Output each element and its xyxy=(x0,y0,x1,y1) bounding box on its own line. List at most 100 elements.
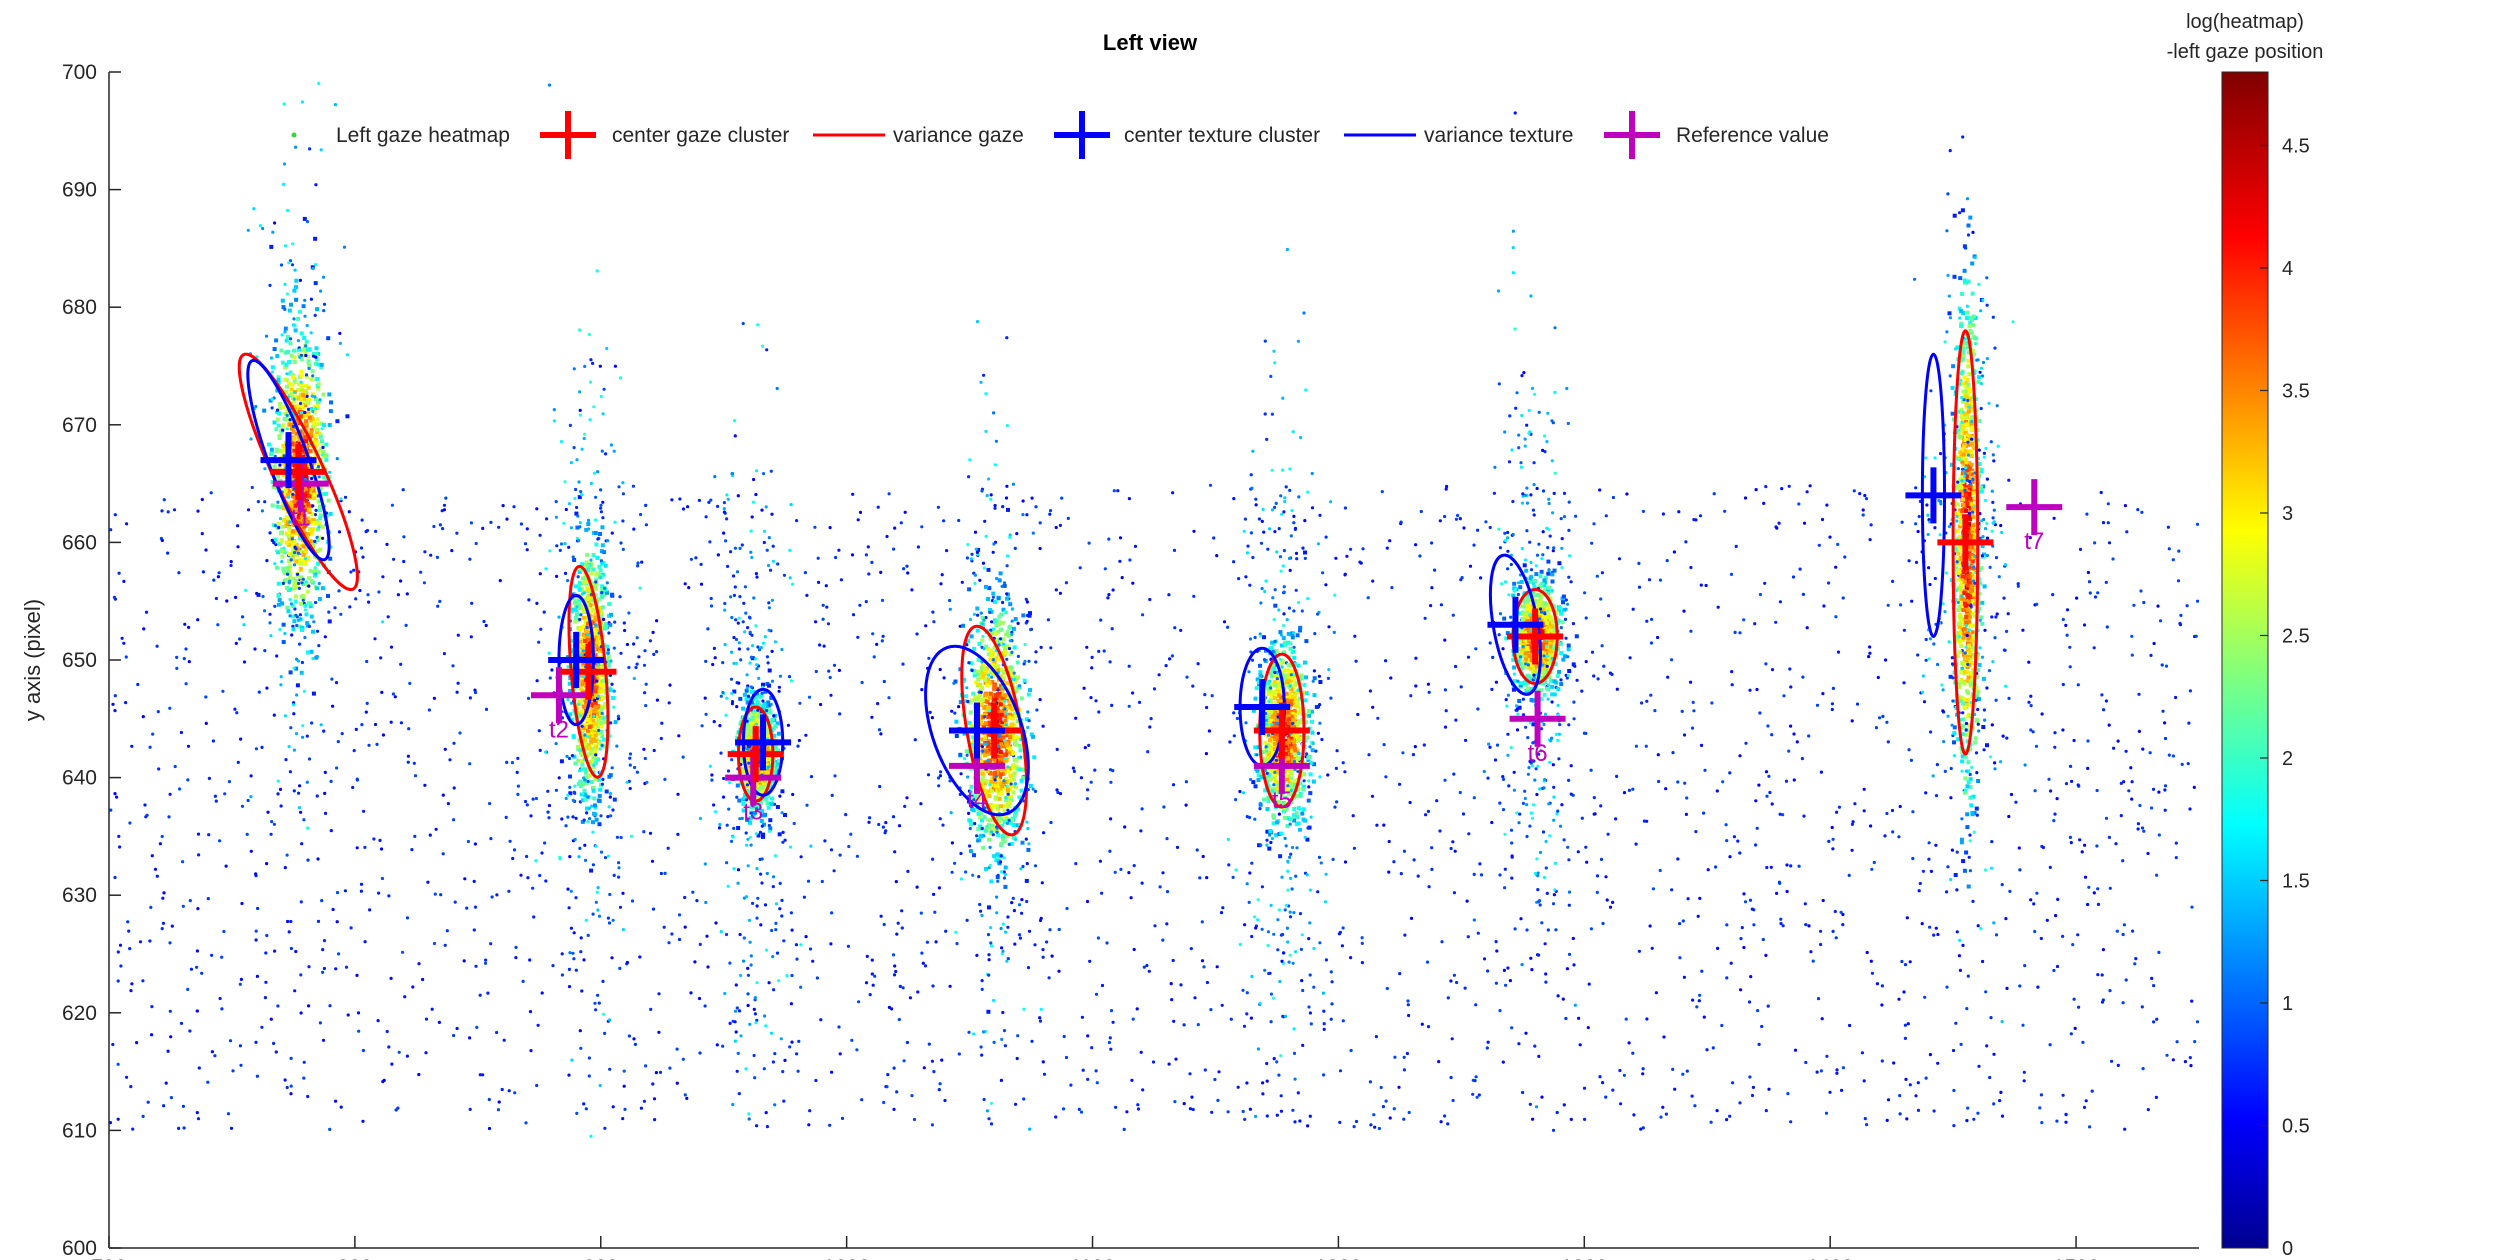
gaze-point xyxy=(937,784,941,788)
heatmap-cell xyxy=(597,673,602,678)
gaze-point xyxy=(361,555,365,559)
gaze-point xyxy=(1650,946,1654,950)
gaze-point xyxy=(113,709,117,713)
heatmap-cell xyxy=(741,801,746,806)
gaze-point xyxy=(1801,675,1805,679)
gaze-point xyxy=(531,797,535,801)
gaze-point xyxy=(2040,1121,2044,1125)
gaze-point xyxy=(1767,774,1771,778)
gaze-point xyxy=(1360,936,1364,940)
gaze-point xyxy=(472,879,476,884)
gaze-point xyxy=(1748,688,1752,692)
gaze-point xyxy=(1451,613,1455,617)
gaze-point xyxy=(1106,596,1110,600)
gaze-point xyxy=(441,527,445,531)
gaze-point xyxy=(279,263,284,267)
gaze-point xyxy=(1069,1083,1073,1087)
gaze-point xyxy=(1994,933,1999,937)
gaze-point xyxy=(306,407,311,411)
gaze-point xyxy=(1288,568,1292,573)
gaze-point xyxy=(1730,670,1734,674)
heatmap-cell xyxy=(589,739,594,744)
gaze-point xyxy=(1443,725,1448,729)
gaze-point xyxy=(1033,864,1038,868)
gaze-point xyxy=(1641,509,1645,513)
gaze-point xyxy=(1766,1004,1770,1008)
heatmap-cell xyxy=(589,565,594,570)
gaze-point xyxy=(933,910,937,914)
gaze-point xyxy=(317,581,321,586)
gaze-point xyxy=(214,596,218,601)
gaze-point xyxy=(937,886,942,890)
gaze-point xyxy=(1331,857,1335,862)
gaze-point xyxy=(297,581,301,586)
gaze-point xyxy=(1689,565,1693,570)
gaze-point xyxy=(1927,857,1931,861)
gaze-point xyxy=(1816,997,1821,1001)
heatmap-cell xyxy=(326,498,331,503)
gaze-point xyxy=(851,613,856,617)
gaze-point xyxy=(1916,1108,1921,1112)
gaze-point xyxy=(2083,875,2088,879)
gaze-point xyxy=(595,890,599,895)
gaze-point xyxy=(609,659,613,663)
gaze-point xyxy=(1172,548,1177,553)
gaze-point xyxy=(359,889,363,893)
heatmap-cell xyxy=(284,540,289,545)
gaze-point xyxy=(1645,619,1649,623)
heatmap-cell xyxy=(596,757,600,762)
gaze-point xyxy=(1868,651,1872,655)
gaze-point xyxy=(1618,1068,1622,1073)
gaze-point xyxy=(781,1070,785,1074)
gaze-point xyxy=(2137,692,2141,696)
heatmap-cell xyxy=(577,643,582,648)
gaze-point xyxy=(910,588,914,592)
gaze-point xyxy=(1525,834,1529,839)
gaze-point xyxy=(289,602,293,606)
heatmap-cell xyxy=(317,535,322,540)
gaze-point xyxy=(1740,926,1744,930)
gaze-point xyxy=(2193,1040,2197,1044)
gaze-point xyxy=(2069,841,2073,845)
gaze-point xyxy=(829,942,833,946)
gaze-point xyxy=(155,874,159,878)
gaze-point xyxy=(572,957,576,961)
gaze-point xyxy=(1862,1079,1866,1083)
gaze-point xyxy=(587,806,591,811)
gaze-point xyxy=(1637,585,1642,589)
heatmap-cell xyxy=(583,723,588,728)
gaze-point xyxy=(1584,660,1588,664)
gaze-point xyxy=(560,973,565,977)
gaze-point xyxy=(1326,773,1330,777)
gaze-point xyxy=(1372,1113,1376,1117)
gaze-point xyxy=(1361,547,1365,551)
gaze-point xyxy=(1702,1015,1706,1019)
gaze-point xyxy=(706,965,710,969)
gaze-point xyxy=(1136,1107,1141,1111)
heatmap-cell xyxy=(299,670,304,675)
gaze-point xyxy=(1530,968,1534,972)
gaze-point xyxy=(299,973,303,977)
heatmap-cell xyxy=(310,543,315,548)
gaze-point xyxy=(639,1106,644,1110)
heatmap-cell xyxy=(602,688,607,693)
gaze-point xyxy=(392,557,396,561)
gaze-point xyxy=(1686,897,1690,901)
gaze-point xyxy=(1891,579,1895,584)
gaze-point xyxy=(925,940,930,944)
gaze-point xyxy=(2001,734,2005,738)
gaze-point xyxy=(905,564,909,568)
gaze-point xyxy=(999,1078,1004,1082)
gaze-point xyxy=(1830,825,1834,830)
gaze-point xyxy=(586,632,590,637)
gaze-point xyxy=(1770,668,1775,672)
gaze-point xyxy=(1541,489,1546,493)
gaze-point xyxy=(632,642,636,646)
gaze-point xyxy=(912,1117,917,1122)
gaze-point xyxy=(246,798,250,803)
gaze-point xyxy=(1928,925,1932,929)
gaze-point xyxy=(1269,840,1273,845)
heatmap-cell xyxy=(587,731,592,736)
heatmap-cell xyxy=(316,386,321,391)
gaze-point xyxy=(1107,1040,1111,1045)
